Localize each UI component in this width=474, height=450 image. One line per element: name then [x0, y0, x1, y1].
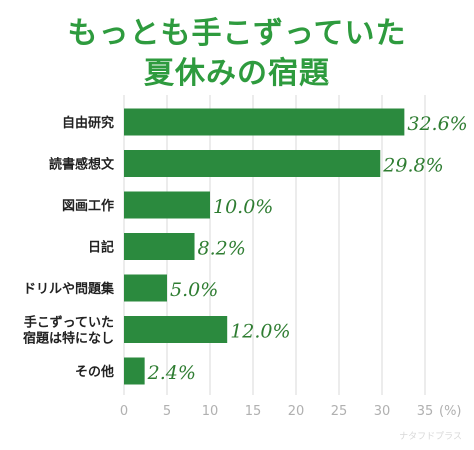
category-label: その他 — [75, 364, 114, 380]
category-label: ドリルや問題集 — [23, 281, 115, 297]
value-label: 32.6% — [407, 113, 467, 135]
x-tick-label: 0 — [120, 404, 128, 419]
bar — [124, 233, 195, 260]
x-tick-label: 10 — [202, 404, 219, 419]
category-label: 自由研究 — [62, 115, 114, 131]
chart-title-line-2: 夏休みの宿題 — [144, 56, 330, 91]
bar — [124, 357, 145, 385]
watermark: ナタフドプラス — [399, 432, 462, 442]
bar — [124, 108, 405, 136]
value-label: 12.0% — [230, 321, 290, 343]
x-tick-label: 35 — [417, 404, 434, 419]
chart-title-line-1: もっとも手こずっていた — [67, 16, 407, 51]
category-label: 読書感想文 — [49, 157, 115, 173]
value-label: 8.2% — [198, 238, 246, 260]
bar — [124, 274, 167, 302]
bar — [124, 191, 210, 219]
bar — [124, 150, 381, 177]
value-label: 5.0% — [170, 279, 218, 301]
category-label: 日記 — [88, 240, 114, 256]
category-label: 宿題は特になし — [23, 331, 114, 347]
category-label: 手こずっていた — [24, 315, 114, 331]
x-tick-label: 5 — [163, 404, 171, 419]
category-label: 図画工作 — [62, 198, 114, 214]
x-tick-label: 25 — [331, 404, 348, 419]
value-label: 29.8% — [382, 155, 443, 177]
x-tick-label: 20 — [288, 404, 305, 419]
bar — [124, 316, 228, 343]
value-label: 2.4% — [147, 362, 196, 384]
x-tick-label: 30 — [374, 404, 391, 419]
x-axis-unit: (%) — [439, 404, 462, 419]
x-tick-label: 15 — [245, 404, 262, 419]
value-label: 10.0% — [213, 196, 273, 218]
